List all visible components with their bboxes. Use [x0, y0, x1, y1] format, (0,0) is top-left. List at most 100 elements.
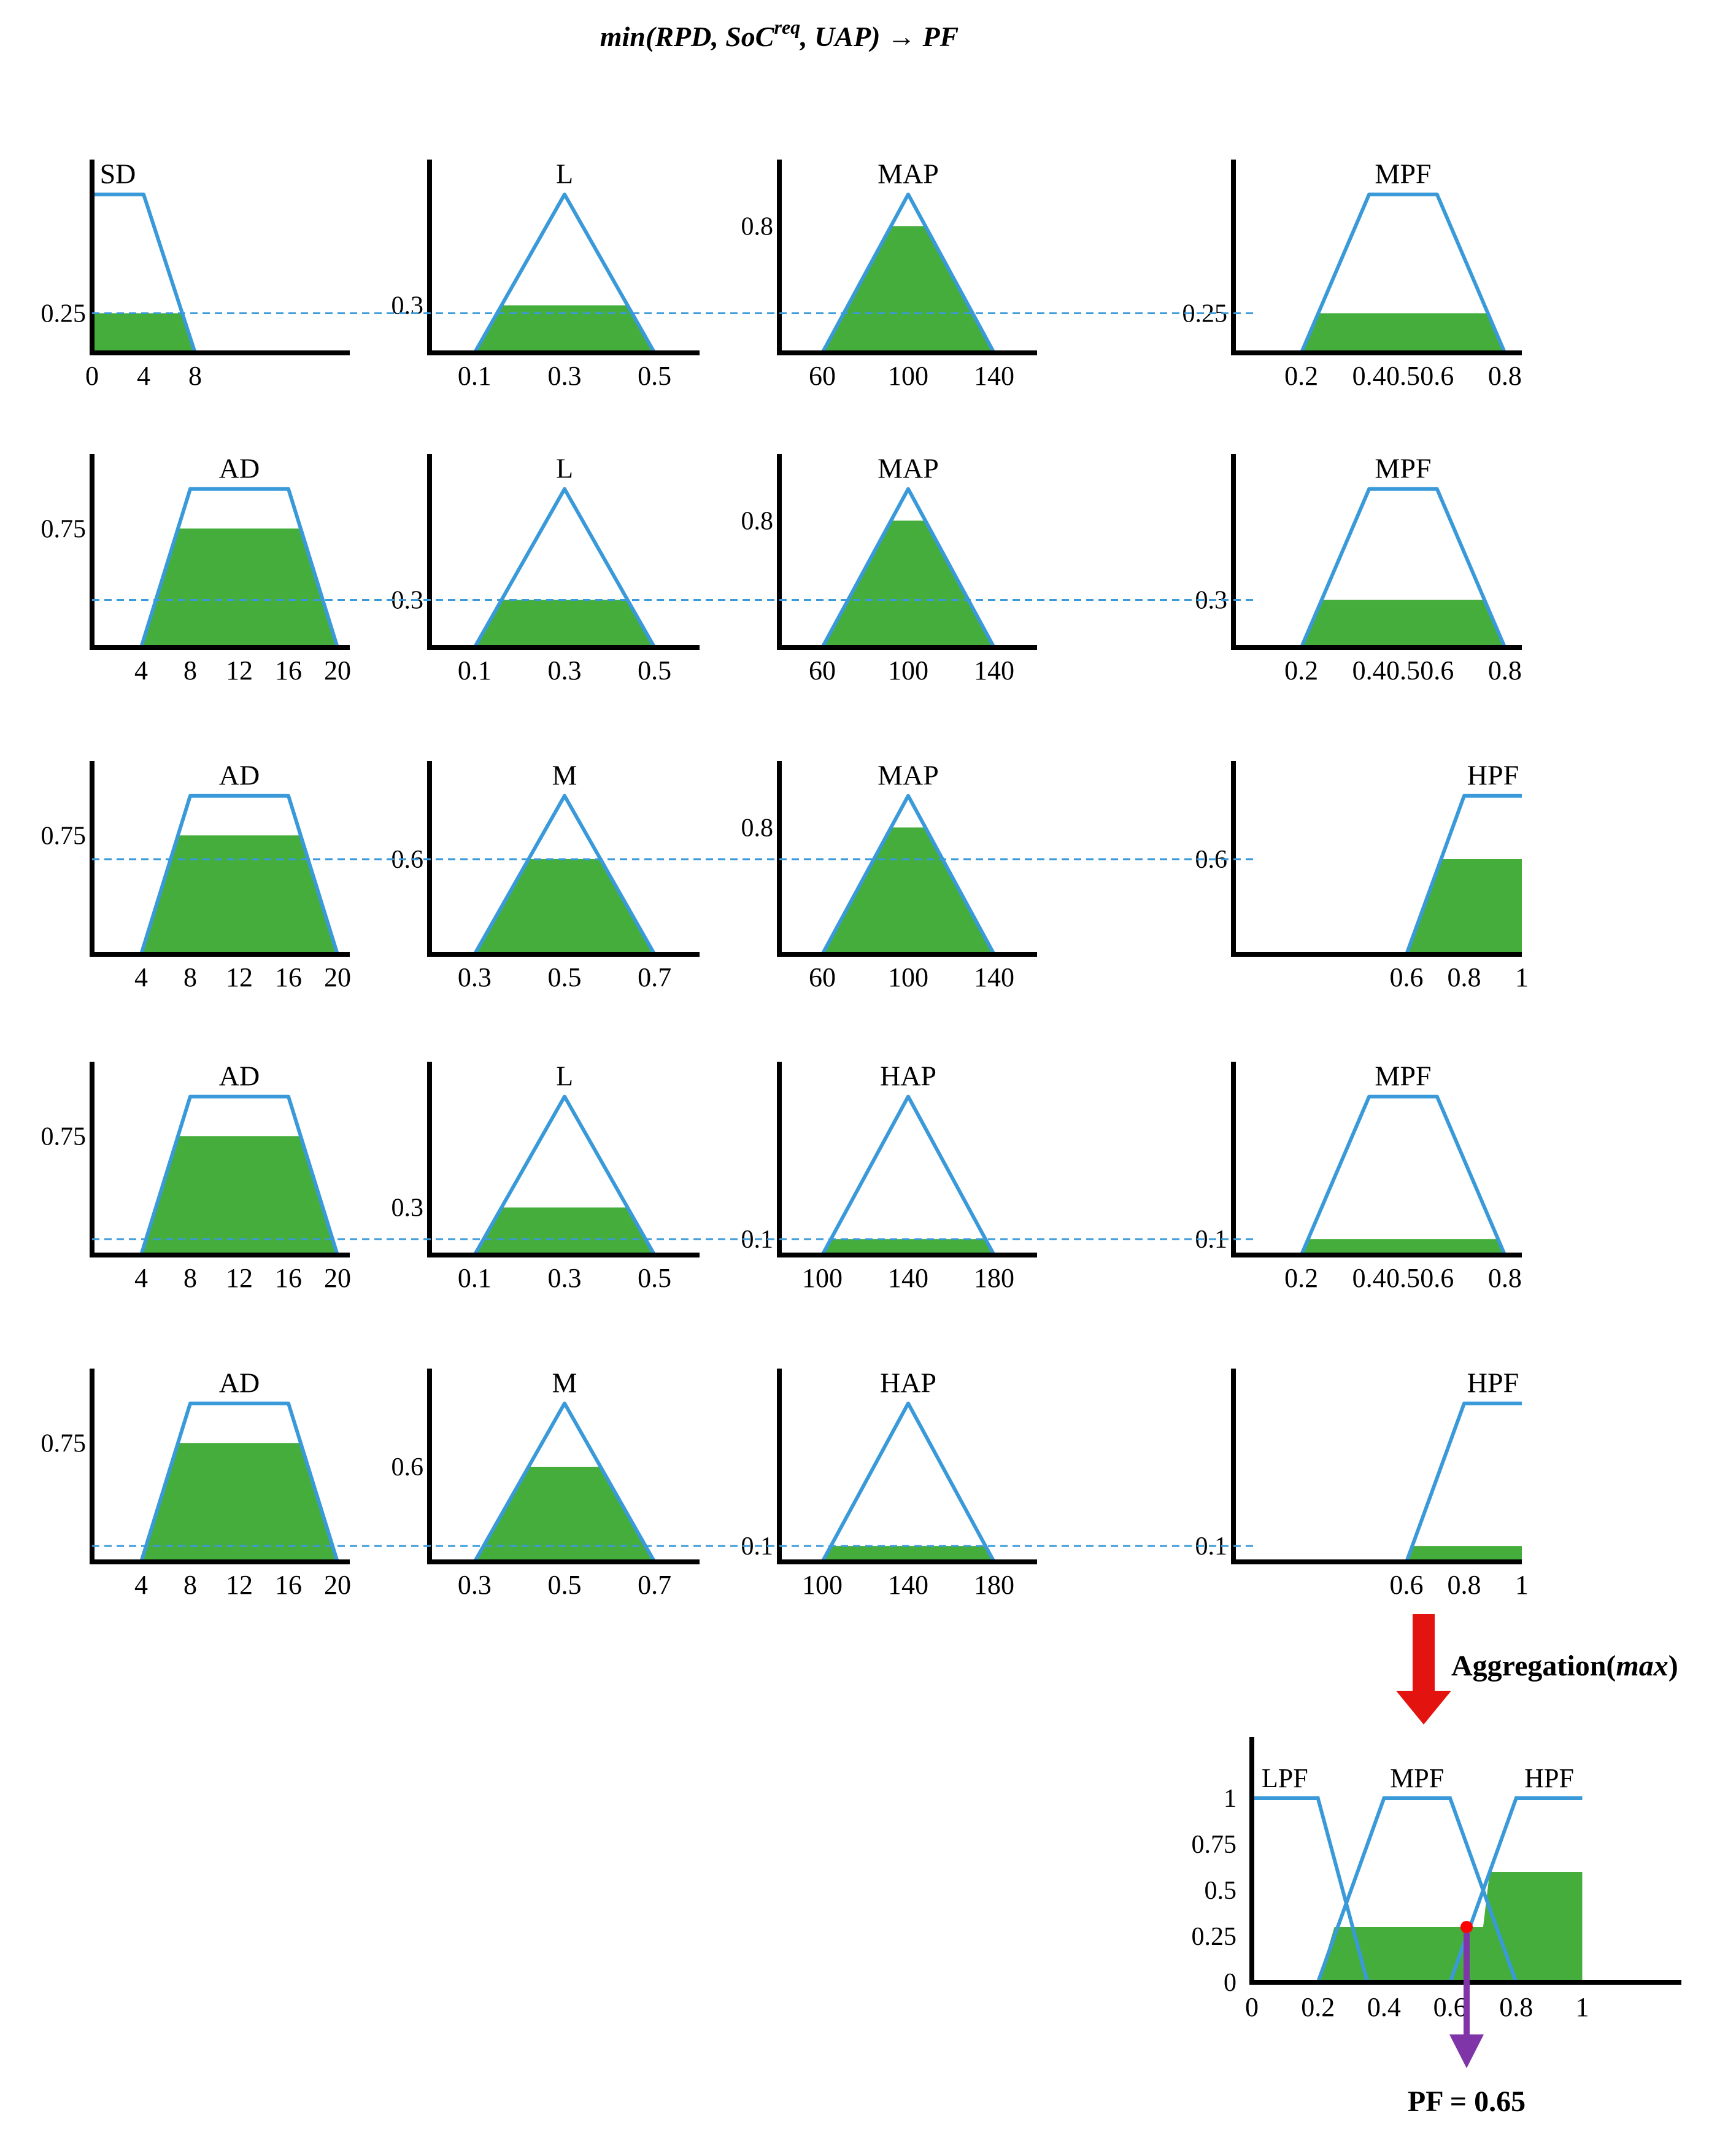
aggregation-axes	[1249, 1737, 1681, 1985]
x-tick-label: 140	[888, 1570, 928, 1600]
output-set-label: HPF	[1524, 1763, 1574, 1793]
x-tick-label: 12	[226, 655, 253, 686]
membership-plot: SD 0.25 0 4 8	[41, 158, 350, 391]
x-tick-label: 16	[275, 1570, 302, 1600]
x-tick-label: 0.1	[458, 655, 492, 686]
membership-curve	[139, 1094, 339, 1256]
set-label: M	[552, 760, 577, 791]
level-label: 0.3	[392, 587, 424, 615]
membership-curve	[92, 192, 197, 353]
membership-fill	[474, 305, 655, 353]
set-label: HAP	[880, 1367, 936, 1399]
membership-fill	[1301, 600, 1505, 647]
membership-fill	[822, 827, 994, 954]
x-tick-label: 0.2	[1284, 1263, 1318, 1293]
level-label: 0.6	[392, 846, 424, 874]
output-set-curve	[1448, 1796, 1583, 1984]
rule-rows: SD 0.25 0 4 8 L 0.3 0.1 0.3 0.5 MAP 0.8 60 100 140 MPF 0…	[41, 158, 1529, 1600]
x-tick-label: 4	[134, 655, 148, 686]
x-tick-label: 20	[324, 962, 351, 992]
y-tick-label: 0.25	[1192, 1923, 1237, 1951]
axes	[1231, 761, 1522, 957]
x-tick-label: 1	[1575, 1992, 1589, 2022]
membership-fill	[474, 859, 655, 954]
membership-plot: M 0.6 0.3 0.5 0.7	[392, 760, 700, 992]
axes	[427, 160, 700, 355]
membership-curve	[820, 1401, 996, 1563]
rule-row: AD 0.75 4 8 12 16 20 L 0.3 0.1 0.3 0.5 MAP 0.8 60 100 14…	[41, 453, 1522, 686]
x-tick-label: 0.8	[1488, 655, 1522, 686]
set-label: AD	[219, 760, 260, 791]
axes	[777, 1369, 1037, 1564]
x-tick-label: 4	[134, 1263, 148, 1293]
membership-plot: AD 0.75 4 8 12 16 20	[41, 760, 352, 992]
x-tick-label: 0.4	[1367, 1992, 1401, 2022]
membership-curve	[1299, 1094, 1507, 1256]
x-tick-label: 100	[888, 655, 928, 686]
axes	[1231, 160, 1522, 355]
set-label: HAP	[880, 1060, 936, 1092]
axes	[90, 1062, 350, 1257]
y-tick-label: 0.75	[1192, 1831, 1237, 1859]
result-arrow-shaft	[1464, 1933, 1470, 2038]
membership-plot: AD 0.75 4 8 12 16 20	[41, 453, 352, 686]
x-tick-label: 60	[809, 655, 836, 686]
membership-curve	[139, 1401, 339, 1563]
x-tick-label: 140	[888, 1263, 928, 1293]
axes	[1231, 454, 1522, 650]
aggregation-arrow-shaft	[1413, 1614, 1435, 1694]
membership-fill	[822, 1239, 994, 1255]
axes	[90, 160, 350, 355]
axes	[427, 761, 700, 957]
x-tick-label: 140	[974, 361, 1014, 391]
x-tick-label: 180	[974, 1263, 1014, 1293]
membership-fill	[1406, 1546, 1522, 1562]
set-label: MPF	[1375, 453, 1431, 484]
membership-plot: AD 0.75 4 8 12 16 20	[41, 1060, 352, 1293]
x-tick-label: 0.8	[1488, 361, 1522, 391]
level-label: 0.8	[741, 212, 774, 241]
membership-plot: MAP 0.8 60 100 140	[741, 158, 1037, 391]
y-tick-label: 0	[1224, 1969, 1236, 1997]
membership-curve	[139, 794, 339, 955]
axes	[1231, 1062, 1522, 1257]
aggregation-panel: Aggregation(max) LPF MPF HPF 1 0.75 0.5 0.25 00 0…	[1192, 1614, 1681, 2118]
rule-row: AD 0.75 4 8 12 16 20 M 0.6 0.3 0.5 0.7 MAP 0.8 60 100 14…	[41, 760, 1529, 992]
membership-curve	[820, 192, 996, 354]
level-label: 0.3	[392, 1194, 424, 1223]
rule-row: SD 0.25 0 4 8 L 0.3 0.1 0.3 0.5 MAP 0.8 60 100 140 MPF 0…	[41, 158, 1522, 391]
membership-plot: L 0.3 0.1 0.3 0.5	[392, 158, 700, 391]
x-tick-label: 180	[974, 1570, 1014, 1600]
x-tick-label: 0.6	[1390, 1570, 1424, 1600]
set-label: MAP	[878, 453, 939, 484]
x-tick-label: 0.4	[1352, 1263, 1386, 1293]
output-set-label: LPF	[1262, 1763, 1308, 1793]
x-tick-label: 0.4	[1352, 361, 1386, 391]
level-label: 0.25	[41, 299, 87, 328]
membership-curve	[473, 192, 657, 354]
x-tick-label: 0.5	[638, 1263, 671, 1293]
x-tick-label: 4	[134, 1570, 148, 1600]
x-tick-label: 0.2	[1301, 1992, 1335, 2022]
membership-plot: MAP 0.8 60 100 140	[741, 453, 1037, 686]
x-tick-label: 8	[183, 962, 197, 992]
set-label: AD	[219, 1367, 260, 1399]
x-tick-label: 20	[324, 1263, 351, 1293]
set-label: MAP	[878, 158, 939, 190]
set-label: SD	[100, 158, 136, 190]
x-tick-label: 8	[183, 655, 197, 686]
x-tick-label: 12	[226, 1263, 253, 1293]
x-tick-label: 16	[275, 1263, 302, 1293]
x-tick-label: 0.3	[548, 361, 582, 391]
x-tick-label: 16	[275, 655, 302, 686]
membership-curve	[1405, 1401, 1522, 1563]
y-tick-label: 1	[1224, 1785, 1236, 1813]
membership-curve	[473, 487, 657, 649]
